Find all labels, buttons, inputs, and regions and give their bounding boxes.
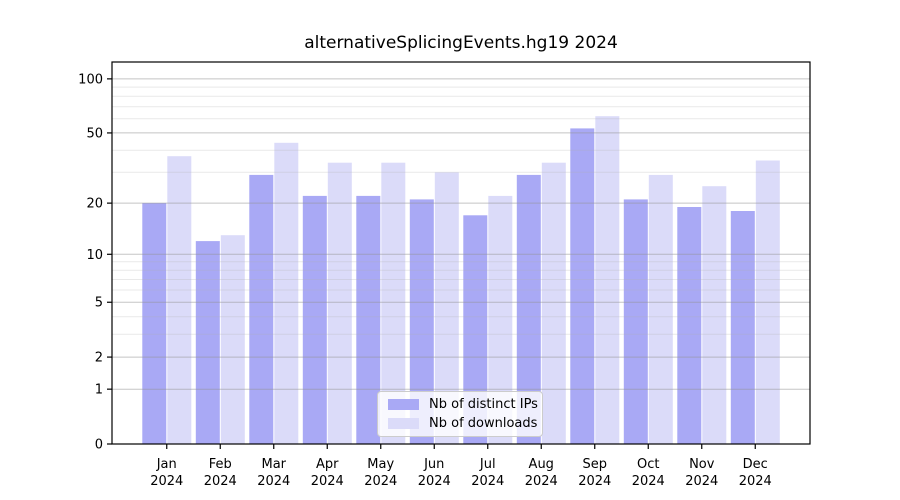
y-tick-label-20: 20 (86, 197, 103, 212)
legend-swatch-downloads (388, 418, 419, 429)
x-tick-label-feb: Feb 2024 (204, 457, 237, 489)
x-tick-label-dec: Dec 2024 (739, 457, 772, 489)
bar-nb-of-downloads-mar (274, 142, 299, 445)
legend-item-distinct-ips: Nb of distinct IPs (388, 397, 538, 412)
bar-nb-of-downloads-aug (541, 162, 566, 444)
x-tick-label-apr: Apr 2024 (311, 457, 344, 489)
legend-swatch-distinct-ips (388, 399, 419, 410)
y-tick-label-10: 10 (86, 248, 103, 263)
bar-nb-of-downloads-apr (327, 162, 352, 444)
bar-nb-of-distinct-ips-may (356, 195, 381, 444)
bar-nb-of-distinct-ips-nov (677, 207, 702, 444)
x-tick-label-nov: Nov 2024 (685, 457, 718, 489)
bar-nb-of-downloads-jan (167, 156, 192, 444)
y-tick-label-50: 50 (86, 126, 103, 141)
y-tick-label-5: 5 (95, 296, 103, 311)
x-tick-label-oct: Oct 2024 (632, 457, 665, 489)
x-tick-label-jul: Jul 2024 (471, 457, 504, 489)
bar-nb-of-distinct-ips-dec (730, 211, 755, 444)
x-tick-label-aug: Aug 2024 (525, 457, 558, 489)
legend-item-downloads: Nb of downloads (388, 416, 537, 431)
chart-title: alternativeSplicingEvents.hg19 2024 (304, 33, 618, 53)
bar-nb-of-downloads-nov (702, 186, 727, 444)
legend-label-distinct-ips: Nb of distinct IPs (429, 397, 538, 412)
x-tick-label-sep: Sep 2024 (578, 457, 611, 489)
bar-nb-of-distinct-ips-mar (249, 174, 274, 444)
x-tick-label-jan: Jan 2024 (150, 457, 183, 489)
bar-nb-of-distinct-ips-apr (302, 195, 327, 444)
bar-nb-of-downloads-oct (648, 174, 673, 444)
bar-nb-of-downloads-feb (220, 235, 245, 444)
legend-label-downloads: Nb of downloads (429, 416, 538, 431)
x-tick-label-mar: Mar 2024 (257, 457, 290, 489)
x-tick-label-jun: Jun 2024 (418, 457, 451, 489)
x-tick-label-may: May 2024 (364, 457, 397, 489)
bar-nb-of-distinct-ips-oct (623, 199, 648, 444)
bar-nb-of-distinct-ips-sep (570, 128, 595, 444)
bar-nb-of-distinct-ips-feb (195, 241, 220, 444)
bar-nb-of-downloads-sep (595, 116, 620, 444)
y-tick-label-0: 0 (95, 438, 103, 453)
plot-frame (111, 61, 811, 445)
y-tick-label-2: 2 (95, 351, 103, 366)
bar-nb-of-distinct-ips-jan (142, 203, 167, 444)
y-tick-label-100: 100 (78, 72, 103, 87)
legend: Nb of distinct IPs Nb of downloads (377, 391, 543, 437)
y-tick-label-1: 1 (95, 383, 103, 398)
